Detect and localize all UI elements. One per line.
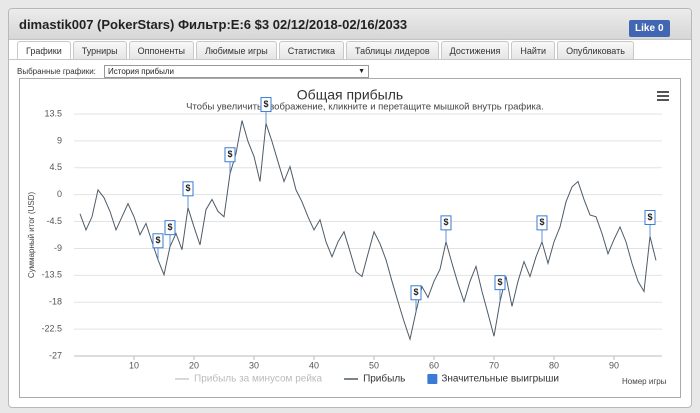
- tab[interactable]: Оппоненты: [128, 41, 194, 60]
- x-axis-label: Номер игры: [622, 377, 667, 386]
- y-tick-label: 9: [57, 135, 62, 145]
- like-count: 0: [658, 23, 664, 34]
- tab[interactable]: Турниры: [72, 41, 127, 60]
- tab[interactable]: Опубликовать: [557, 41, 634, 60]
- y-axis-label: Суммарный итог (USD): [27, 192, 36, 279]
- selector-value[interactable]: История прибыли: [108, 67, 174, 76]
- significant-win: $: [536, 215, 548, 242]
- y-tick-label: -18: [49, 297, 62, 307]
- flag: [536, 215, 548, 231]
- x-tick-label: 40: [309, 360, 319, 370]
- header: dimastik007 (PokerStars) Фильтр:E:6 $3 0…: [9, 9, 691, 40]
- chart-subtitle: Чтобы увеличить изображение, кликните и …: [186, 102, 544, 113]
- significant-win: $: [164, 220, 176, 247]
- y-tick-label: -13.5: [41, 270, 62, 280]
- flag-label: $: [539, 217, 544, 227]
- chart: Общая прибыль Чтобы увеличить изображени…: [27, 87, 669, 386]
- flag-label: $: [167, 222, 172, 232]
- flag: [152, 233, 164, 249]
- legend-marker: [427, 374, 438, 384]
- tab[interactable]: Достижения: [440, 41, 510, 60]
- header-title: dimastik007 (PokerStars) Фильтр:E:6 $3 0…: [19, 17, 408, 32]
- x-tick-label: 10: [129, 360, 139, 370]
- significant-win: $: [644, 209, 656, 237]
- x-tick-label: 20: [189, 360, 199, 370]
- legend-label[interactable]: Прибыль за минусом рейка: [194, 373, 323, 385]
- tab[interactable]: Графики: [17, 41, 71, 60]
- y-tick-label: 4.5: [49, 162, 62, 172]
- tab[interactable]: Любимые игры: [195, 41, 277, 60]
- chart-title: Общая прибыль: [297, 87, 403, 103]
- dropdown-arrow[interactable]: ▼: [358, 68, 365, 75]
- x-tick-label: 90: [609, 360, 619, 370]
- legend-label[interactable]: Значительные выигрыши: [441, 374, 559, 385]
- tab[interactable]: Таблицы лидеров: [346, 41, 439, 60]
- flag: [224, 147, 236, 163]
- flag-label: $: [647, 212, 652, 222]
- profit-line: [79, 120, 657, 342]
- y-tick-label: 0: [57, 189, 62, 199]
- window: dimastik007 (PokerStars) Фильтр:E:6 $3 0…: [8, 8, 692, 408]
- y-tick-label: -4.5: [46, 216, 62, 226]
- x-tick-label: 80: [549, 360, 559, 370]
- flag-label: $: [413, 287, 418, 297]
- significant-win: $: [224, 147, 236, 174]
- flag-label: $: [155, 235, 160, 245]
- tab-line: [9, 59, 691, 60]
- tab[interactable]: Найти: [511, 41, 556, 60]
- selector-label: Выбранные графики:: [17, 67, 96, 76]
- y-tick-label: 13.5: [44, 108, 62, 118]
- flag: [644, 209, 656, 225]
- flag: [440, 215, 452, 231]
- significant-win: $: [440, 215, 452, 242]
- x-tick-label: 50: [369, 360, 379, 370]
- menu-button[interactable]: [657, 91, 669, 101]
- x-tick-label: 70: [489, 360, 499, 370]
- chart-selector[interactable]: История прибыли ▼: [104, 65, 369, 78]
- like-label[interactable]: Like: [635, 23, 656, 34]
- flag: [182, 181, 194, 197]
- flag-label: $: [227, 149, 232, 159]
- flag-label: $: [497, 277, 502, 287]
- flag-label: $: [443, 217, 448, 227]
- like-button[interactable]: Like 0: [629, 20, 670, 37]
- y-tick-label: -27: [49, 350, 62, 360]
- chart-frame: Общая прибыль Чтобы увеличить изображени…: [19, 78, 681, 398]
- flag: [164, 220, 176, 236]
- flag-label: $: [185, 183, 190, 193]
- flag: [260, 97, 272, 113]
- flag: [494, 275, 506, 291]
- x-tick-label: 60: [429, 360, 439, 370]
- flag: [410, 285, 422, 301]
- significant-win: $: [494, 275, 506, 302]
- y-tick-label: -22.5: [41, 323, 62, 333]
- x-tick-label: 30: [249, 360, 259, 370]
- significant-win: $: [182, 181, 194, 208]
- significant-win: $: [152, 233, 164, 260]
- y-tick-label: -9: [54, 243, 62, 253]
- significant-win: $: [260, 97, 272, 124]
- significant-win: $: [410, 285, 422, 312]
- legend-label[interactable]: Прибыль: [363, 373, 405, 385]
- flag-label: $: [263, 99, 268, 109]
- tab-bar: Графики Турниры Оппоненты Любимые игры Стати…: [17, 39, 634, 60]
- tab[interactable]: Статистика: [278, 41, 345, 60]
